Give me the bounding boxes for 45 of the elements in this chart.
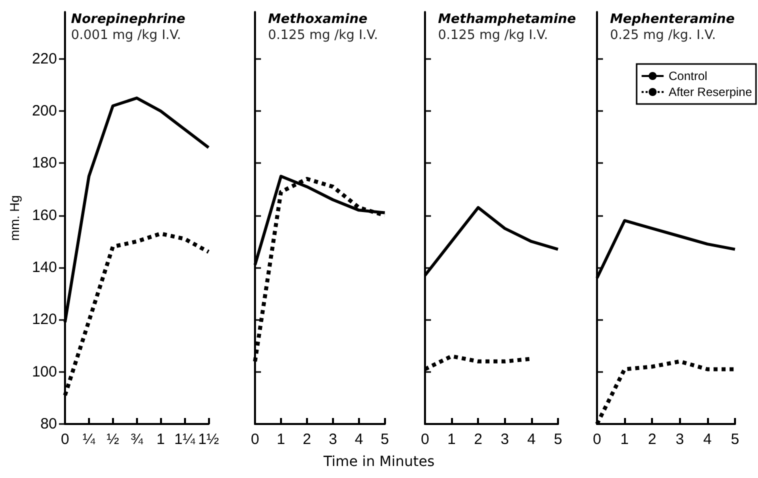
y-tick-label: 180 [32, 154, 57, 172]
y-tick-label: 200 [32, 102, 57, 120]
x-tick-label: ¼ [82, 431, 96, 448]
x-tick-label: 1 [156, 431, 165, 448]
x-tick-label: 4 [703, 431, 712, 448]
y-tick-label: 220 [32, 50, 57, 68]
x-tick-label: 0 [250, 431, 260, 448]
x-tick-label: 0 [60, 431, 70, 448]
text: 0.001 mg /kg I.V. [71, 28, 182, 43]
x-tick-label: 5 [554, 431, 562, 448]
text: 0.25 mg /kg. I.V. [610, 28, 716, 43]
x-tick-label: 3 [676, 431, 684, 448]
y-axis-title: mm. Hg [7, 195, 22, 241]
x-tick-label: 0 [420, 431, 430, 448]
x-tick-label: 1¼ [174, 431, 196, 448]
legend-label: Control [668, 69, 708, 83]
x-tick-label: 2 [648, 431, 656, 448]
y-tick-label: 160 [32, 206, 57, 224]
text: 0.125 mg /kg I.V. [268, 28, 378, 43]
x-tick-label: 1 [620, 431, 629, 448]
x-tick-label: 1 [276, 431, 286, 448]
x-tick-label: ¾ [130, 431, 144, 448]
x-tick-label: 3 [328, 431, 338, 448]
x-tick-label: 2 [302, 431, 312, 448]
x-tick-label: ½ [106, 431, 120, 448]
x-tick-label: 5 [730, 431, 740, 448]
chart-title: Methoxamine [268, 12, 368, 27]
x-tick-label: 5 [380, 431, 389, 448]
text: 0.125 mg /kg I.V. [438, 28, 548, 43]
y-tick-label: 100 [32, 363, 57, 380]
x-tick-label: 4 [354, 431, 364, 448]
y-tick-label: 80 [40, 416, 57, 432]
x-axis-title: Time in Minutes [322, 454, 436, 470]
chart-title: Norepinephrine [71, 12, 186, 27]
chart-title: Mephenteramine [610, 12, 735, 27]
x-tick-label: 4 [527, 431, 536, 448]
x-tick-label: 1 [447, 431, 456, 448]
x-tick-label: 2 [474, 431, 482, 448]
x-tick-label: 3 [500, 431, 509, 448]
legend-label: After Reserpine [668, 85, 752, 99]
y-tick-label: 140 [32, 259, 57, 276]
chart-title: Methamphetamine [438, 12, 576, 27]
y-tick-label: 120 [32, 311, 57, 328]
x-tick-label: 1½ [198, 431, 220, 448]
x-tick-label: 0 [592, 431, 602, 448]
